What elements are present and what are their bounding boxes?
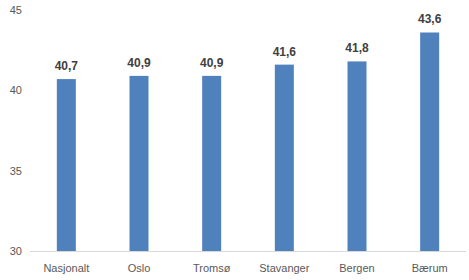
x-axis-line: [30, 251, 466, 252]
bar: [202, 76, 221, 251]
y-tick-label: 45: [10, 4, 22, 16]
x-tick-label: Bergen: [339, 262, 374, 274]
data-label: 40,7: [55, 59, 79, 73]
x-tick-label: Oslo: [128, 262, 151, 274]
data-label: 41,6: [273, 45, 297, 59]
y-tick-label: 35: [10, 165, 22, 177]
x-tick-label: Stavanger: [259, 262, 309, 274]
bars: [57, 32, 439, 251]
data-label: 40,9: [200, 56, 224, 70]
data-label: 40,9: [127, 56, 151, 70]
bar: [57, 79, 76, 251]
x-tick-label: Tromsø: [193, 262, 231, 274]
data-label: 41,8: [345, 41, 369, 55]
bar: [130, 76, 149, 251]
x-tick-label: Bærum: [412, 262, 448, 274]
y-tick-label: 30: [10, 245, 22, 257]
bar: [275, 65, 294, 251]
chart-svg: 30 35 40 45 40,7 40,9 40,9 41,6 41,8 43,6 Nasjonal…: [0, 0, 469, 280]
x-tick-label: Nasjonalt: [43, 262, 89, 274]
bar: [348, 61, 367, 251]
data-label: 43,6: [418, 12, 442, 26]
chart-container: 30 35 40 45 40,7 40,9 40,9 41,6 41,8 43,6 Nasjonal…: [0, 0, 469, 280]
y-tick-label: 40: [10, 84, 22, 96]
bar: [420, 32, 439, 251]
